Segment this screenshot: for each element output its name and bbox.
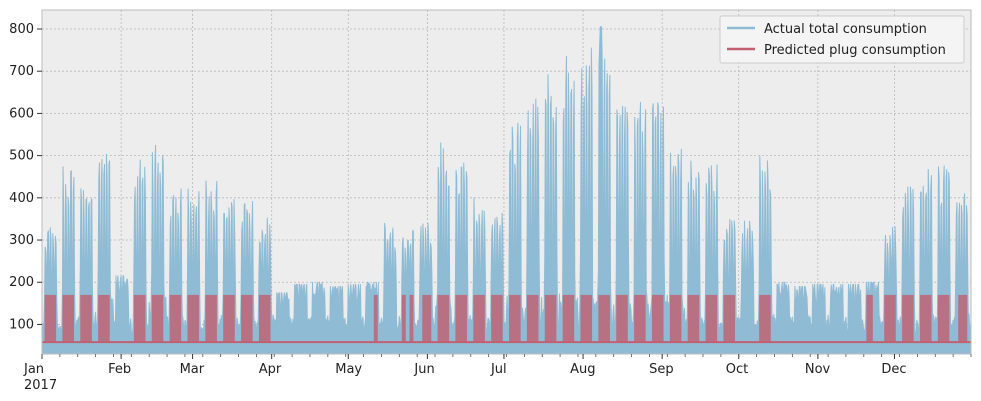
y-tick-label: 300 [9,233,34,248]
plug-block [616,294,628,343]
x-tick-label: Mar [180,362,205,377]
y-tick-label: 700 [9,64,34,79]
plug-block [133,294,146,343]
plug-block [62,294,74,343]
plug-block [651,294,664,343]
x-tick-label: Oct [726,362,748,377]
x-tick-label: Feb [108,362,131,377]
x-tick-label: Nov [805,362,831,377]
plug-block [241,294,253,343]
plug-block [509,294,521,343]
plug-block [687,294,700,343]
plug-block [634,294,646,343]
plug-block [937,294,950,343]
plug-block [223,294,235,343]
plug-block [80,294,92,343]
plug-block [598,294,610,343]
x-tick-label: Apr [259,362,282,377]
legend-label-plug: Predicted plug consumption [764,43,946,58]
y-tick-label: 500 [9,149,34,164]
plug-block [373,294,378,343]
plug-block [473,294,485,343]
plug-block [169,294,182,343]
x-tick-label: Jun [413,362,434,377]
x-tick-label: May [335,362,362,377]
y-tick-label: 100 [9,317,34,332]
y-tick-label: 400 [9,191,34,206]
plug-block [44,294,57,343]
plug-block [409,294,414,343]
plug-block [759,294,771,343]
plug-block [205,294,217,343]
x-tick-label: Jul [490,362,507,377]
plug-block [723,294,735,343]
x-tick-label: Aug [570,362,595,377]
plug-block [437,294,450,343]
x-tick-label: Sep [649,362,674,377]
plug-block [902,294,914,343]
plug-block [958,294,968,343]
y-tick-label: 200 [9,275,34,290]
x-tick-label: Dec [881,362,906,377]
plug-consumption-series [42,294,971,344]
y-tick-label: 600 [9,106,34,121]
plug-block [491,294,503,343]
plug-block [422,294,432,343]
plug-block [187,294,200,343]
plug-block [544,294,557,343]
plug-block [866,294,873,343]
y-axis: 100 200 300 400 500 600 700 800 [9,22,42,332]
x-tick-label: Jan 2017 [23,362,57,393]
plug-block [919,294,932,343]
plug-block [526,294,539,343]
legend-box [719,15,965,64]
x-axis: Jan 2017 Feb Mar Apr May Jun Jul Aug Sep Oct Nov Dec [23,354,972,393]
legend: Actual total consumption Predicted plug … [719,15,965,64]
plug-block [562,294,575,343]
legend-label-actual: Actual total consumption [764,22,927,37]
y-tick-label: 800 [9,22,34,37]
plug-block [455,294,468,343]
plug-block [98,294,110,343]
plug-block [401,294,406,343]
plug-block [258,294,271,343]
plug-block [580,294,593,343]
plug-block [669,294,682,343]
plug-block [151,294,164,343]
plug-block [705,294,718,343]
plug-block [884,294,896,343]
